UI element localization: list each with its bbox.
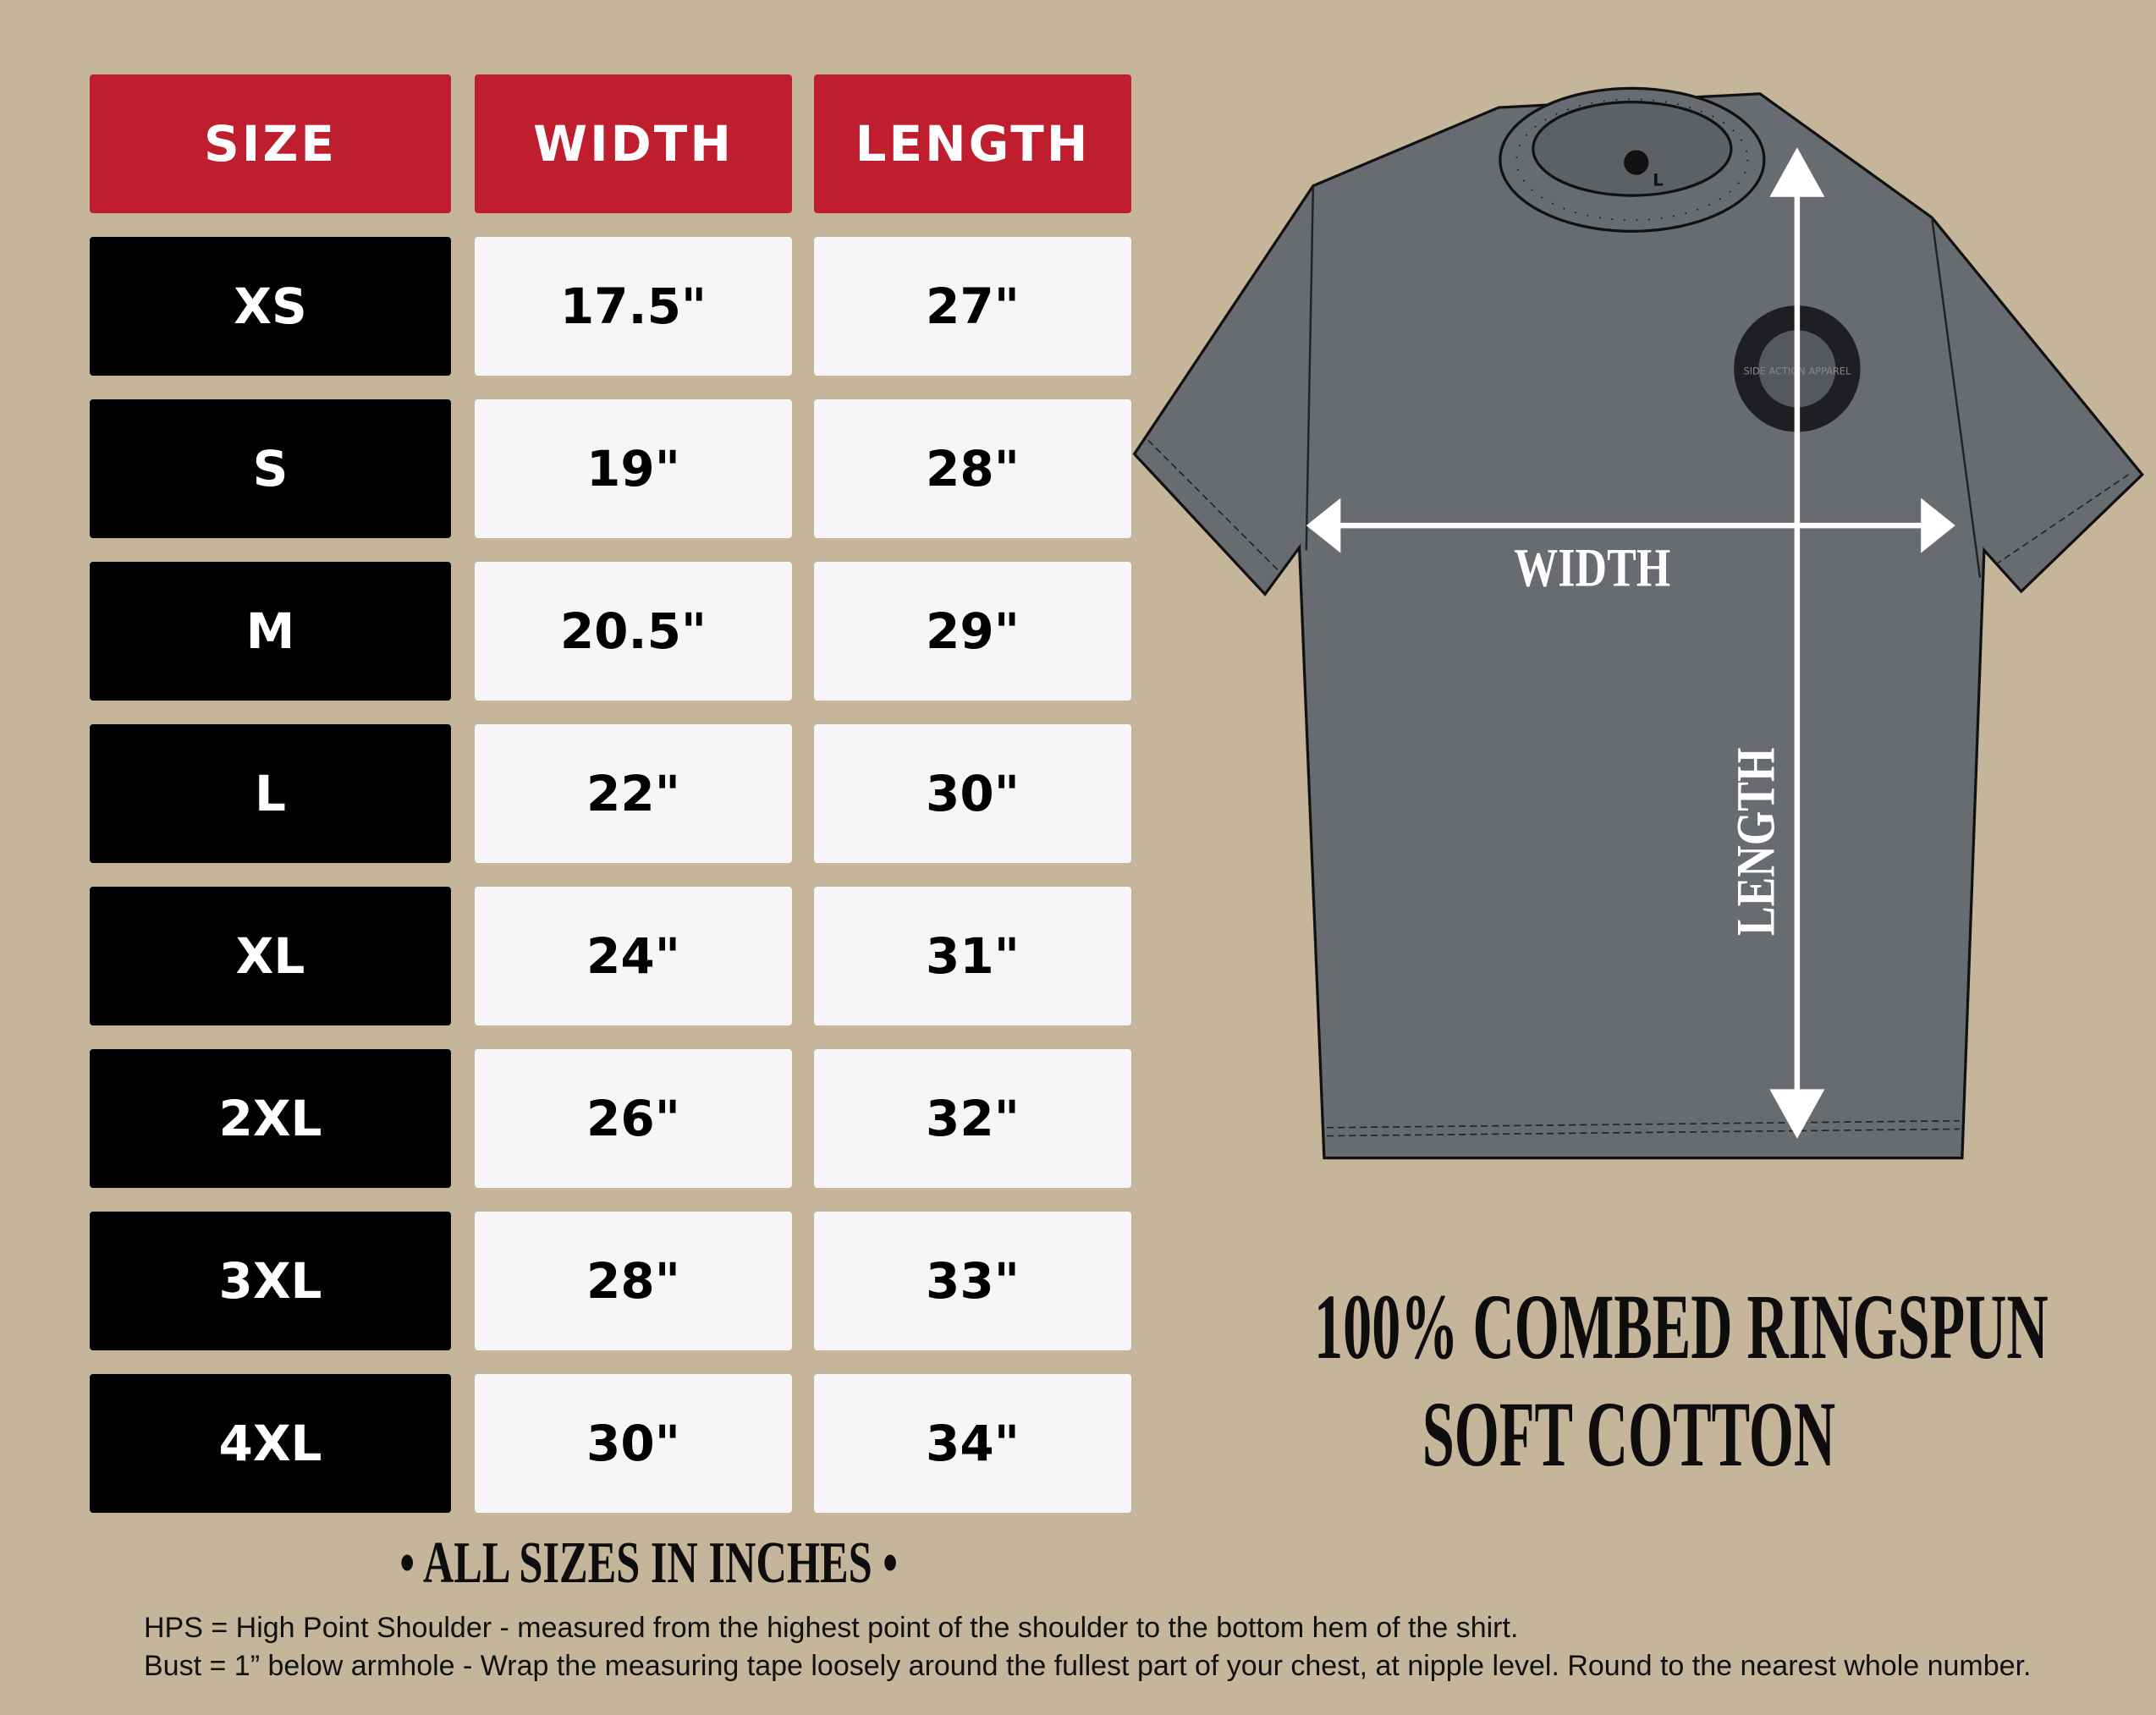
length-cell: 33" xyxy=(814,1212,1131,1350)
size-cell: M xyxy=(90,562,451,701)
size-cell: XS xyxy=(90,237,451,376)
neck-tag: L xyxy=(1624,150,1664,190)
units-note: • ALL SIZES IN INCHES • xyxy=(399,1531,898,1596)
length-cell: 27" xyxy=(814,237,1131,376)
width-cell: 22" xyxy=(475,724,792,863)
length-cell: 29" xyxy=(814,562,1131,701)
svg-text:L: L xyxy=(1653,171,1663,190)
size-cell: 2XL xyxy=(90,1049,451,1188)
length-cell: 31" xyxy=(814,887,1131,1025)
size-cell: 4XL xyxy=(90,1374,451,1513)
size-cell: L xyxy=(90,724,451,863)
header-size: SIZE xyxy=(90,74,451,213)
width-cell: 19" xyxy=(475,399,792,538)
width-cell: 24" xyxy=(475,887,792,1025)
width-arrow xyxy=(1306,497,1955,553)
width-cell: 26" xyxy=(475,1049,792,1188)
width-cell: 28" xyxy=(475,1212,792,1350)
width-label: WIDTH xyxy=(1514,537,1670,598)
header-width: WIDTH xyxy=(475,74,792,213)
length-cell: 32" xyxy=(814,1049,1131,1188)
hps-note: HPS = High Point Shoulder - measured fro… xyxy=(144,1612,1519,1644)
length-cell: 30" xyxy=(814,724,1131,863)
width-cell: 30" xyxy=(475,1374,792,1513)
length-cell: 34" xyxy=(814,1374,1131,1513)
size-cell: 3XL xyxy=(90,1212,451,1350)
length-cell: 28" xyxy=(814,399,1131,538)
bust-note: Bust = 1” below armhole - Wrap the measu… xyxy=(144,1650,2032,1682)
length-arrow xyxy=(1769,147,1825,1139)
header-length: LENGTH xyxy=(814,74,1131,213)
fabric-line-1: 100% COMBED RINGSPUN xyxy=(1314,1275,2049,1378)
width-cell: 20.5" xyxy=(475,562,792,701)
width-cell: 17.5" xyxy=(475,237,792,376)
size-cell: XL xyxy=(90,887,451,1025)
tshirt-body xyxy=(1132,92,2144,1160)
fabric-line-2: SOFT COTTON xyxy=(1422,1382,1836,1486)
length-label: LENGTH xyxy=(1725,748,1786,937)
size-cell: S xyxy=(90,399,451,538)
